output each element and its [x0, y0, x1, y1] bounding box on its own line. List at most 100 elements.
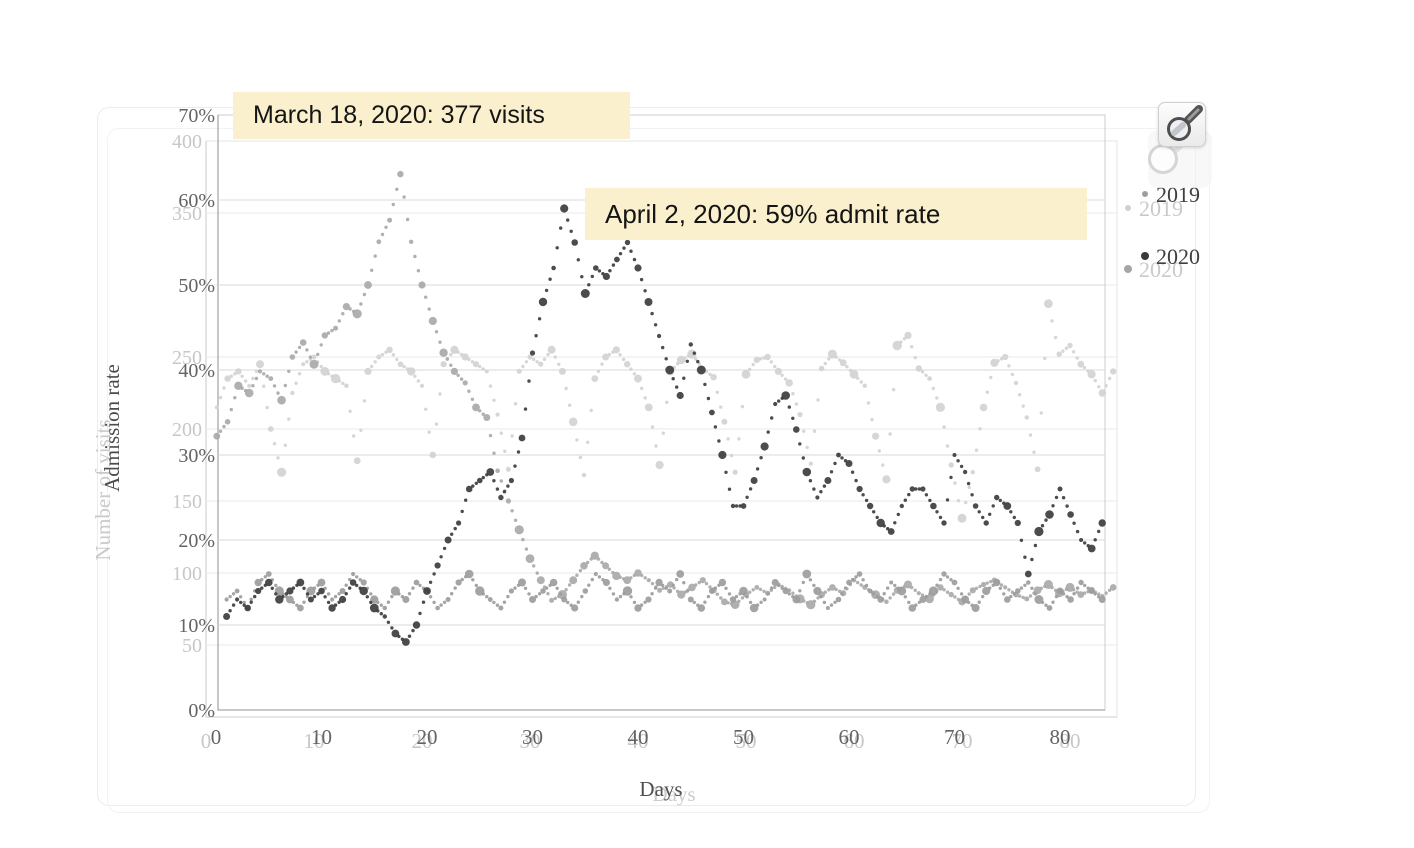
visits-x-tick-label: 10 [304, 729, 325, 753]
data-point [311, 354, 317, 360]
rate-y-tick-label: 40% [178, 360, 215, 382]
annotation-march-18: March 18, 2020: 377 visits [233, 92, 630, 139]
data-point [897, 586, 907, 596]
data-point [387, 217, 393, 223]
visits-chart-card [107, 128, 1210, 813]
data-point [721, 598, 728, 606]
data-point [962, 469, 968, 475]
data-point [581, 472, 587, 478]
data-point [634, 264, 642, 272]
data-point [785, 379, 793, 387]
data-point [435, 605, 440, 611]
visits-y-tick-label: 200 [172, 419, 202, 441]
rate-x-tick-label: 40 [628, 725, 649, 749]
rate-y-tick-label: 50% [178, 275, 215, 297]
data-point [472, 361, 480, 368]
data-point [849, 369, 859, 379]
data-point [450, 367, 458, 375]
data-point [445, 597, 451, 602]
data-point [423, 587, 431, 595]
data-point [376, 239, 382, 245]
visits-series-2019 [214, 299, 1117, 523]
data-point [915, 365, 922, 372]
data-point [806, 600, 816, 610]
data-point [538, 361, 544, 367]
data-point [569, 576, 578, 585]
data-point [718, 578, 727, 587]
rate-legend-marker-2020 [1141, 252, 1149, 260]
data-point [477, 477, 483, 484]
data-point [382, 605, 388, 611]
data-point [235, 597, 240, 602]
visits-legend-marker-2020 [1124, 265, 1132, 273]
data-point [793, 426, 800, 433]
data-point [1067, 511, 1074, 518]
data-point [602, 562, 610, 570]
data-point [1056, 351, 1062, 357]
data-point [710, 374, 717, 381]
data-point [971, 604, 980, 612]
data-point [223, 613, 231, 620]
visits-y-tick-label: 400 [172, 131, 202, 153]
data-point [580, 562, 588, 570]
data-point [234, 381, 243, 390]
zoom-button[interactable] [1158, 102, 1206, 147]
data-point [418, 281, 426, 289]
data-point [904, 331, 912, 339]
data-point [487, 597, 493, 602]
data-point [307, 596, 314, 603]
data-point [624, 361, 631, 368]
rate-x-tick-label: 10 [311, 725, 332, 749]
data-point [465, 485, 473, 493]
data-point [818, 365, 825, 372]
visits-legend: 2019 2020 [1124, 196, 1183, 282]
data-point [909, 486, 915, 492]
rate-legend-marker-2019 [1142, 191, 1148, 197]
data-point [1087, 544, 1096, 553]
data-point [560, 204, 569, 213]
data-point [983, 520, 989, 526]
data-point [514, 525, 524, 535]
data-point [1098, 519, 1106, 527]
data-point [808, 461, 813, 466]
data-point [948, 591, 954, 598]
data-point [872, 432, 880, 440]
data-point [464, 569, 474, 579]
visits-y-tick-label: 350 [172, 203, 202, 225]
data-point [676, 391, 684, 400]
data-point [409, 239, 414, 244]
data-point [754, 585, 760, 590]
data-point [349, 579, 357, 586]
data-point [952, 453, 957, 457]
data-point [244, 388, 254, 398]
data-point [330, 373, 341, 384]
data-point [829, 584, 836, 591]
data-point [824, 477, 832, 484]
data-point [344, 383, 349, 389]
data-point [969, 587, 976, 594]
data-point [265, 571, 272, 577]
data-point [498, 605, 504, 611]
data-point [582, 588, 589, 594]
data-point [774, 367, 783, 375]
data-point [760, 442, 769, 451]
data-point [561, 596, 568, 603]
data-point [1026, 580, 1031, 585]
data-point [440, 361, 447, 368]
data-point [364, 367, 372, 375]
visits-x-tick-label: 0 [201, 729, 212, 753]
data-point [472, 403, 480, 412]
rate-chart-axes: 0% 10% 20% 30% 40% 50% 60% 70% 0 10 20 30 40 50 60 70 80… [100, 105, 1106, 801]
data-point [483, 414, 491, 421]
data-point [429, 451, 437, 459]
data-point [718, 450, 727, 460]
data-point [486, 468, 495, 476]
visits-legend-marker-2019 [1125, 205, 1131, 211]
data-point [624, 239, 631, 246]
data-point [364, 281, 372, 289]
data-point [1015, 588, 1021, 594]
data-point [540, 588, 546, 594]
data-point [407, 367, 416, 376]
data-point [1034, 595, 1044, 604]
data-point [1013, 380, 1019, 386]
